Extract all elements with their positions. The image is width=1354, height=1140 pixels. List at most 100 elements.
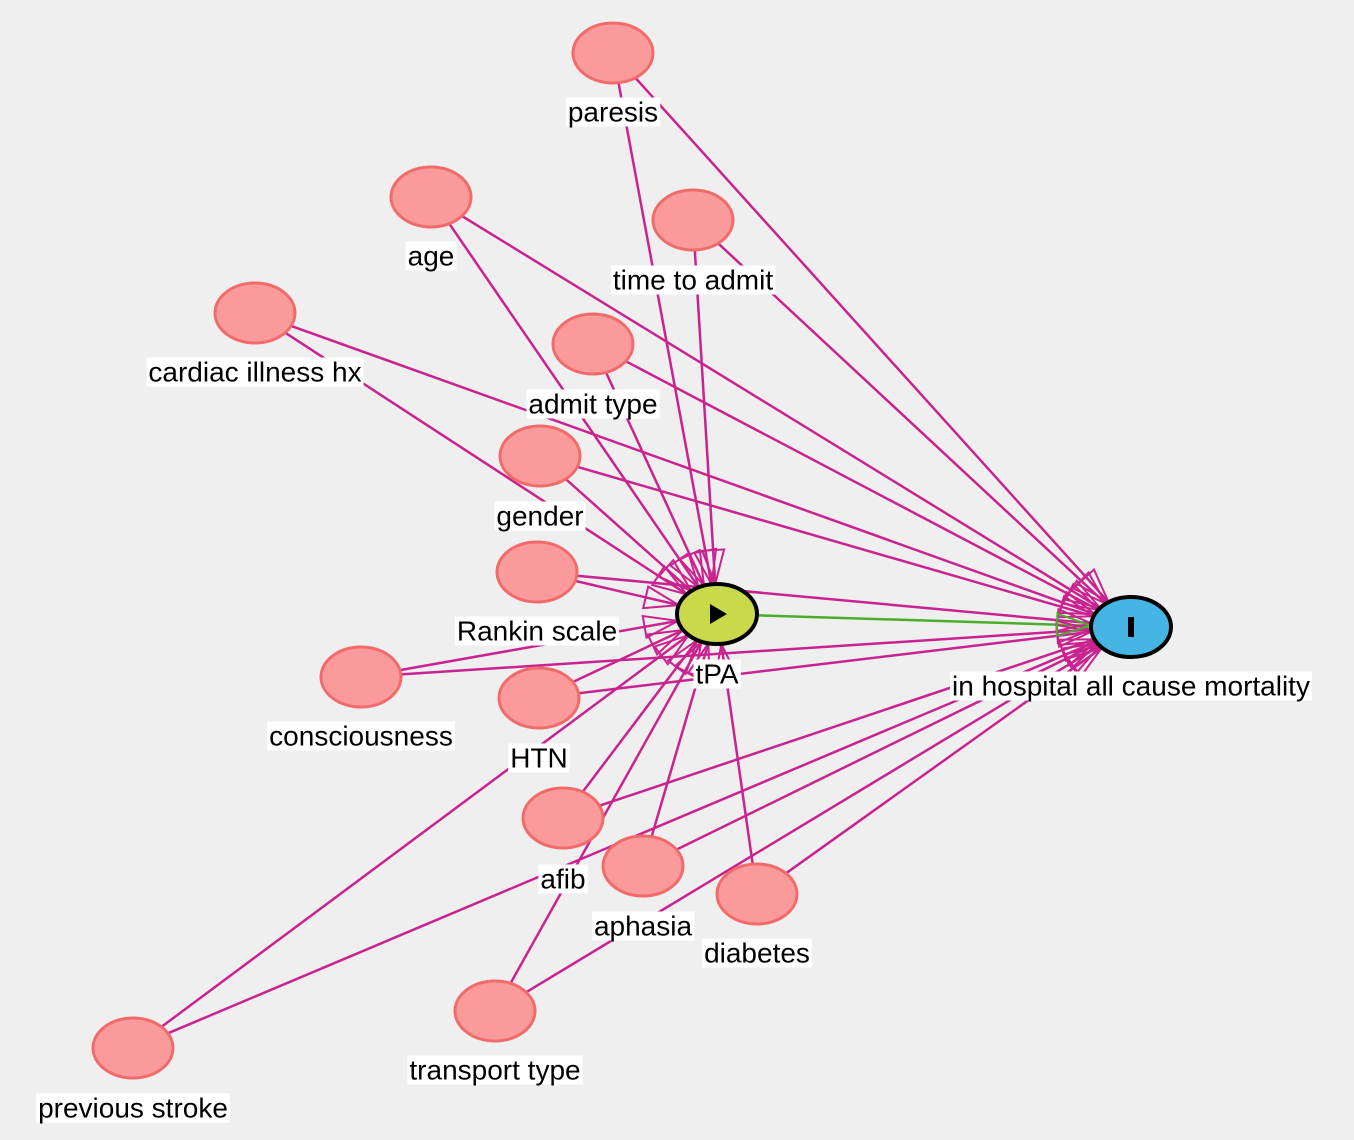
node-label-text: Rankin scale <box>457 616 617 647</box>
label-transport-type: transport type <box>407 1055 583 1086</box>
arrowhead-gender-to-tpa <box>656 558 694 594</box>
node-diabetes[interactable] <box>715 862 799 926</box>
node-admit-type[interactable] <box>551 312 635 376</box>
adjusted-node-ellipse[interactable] <box>497 666 581 730</box>
label-background <box>538 864 588 894</box>
label-background <box>494 501 586 531</box>
adjusted-node-ellipse[interactable] <box>571 21 655 85</box>
label-admit-type: admit type <box>526 389 660 420</box>
arrowhead-time_to_admit-to-mortality <box>1071 570 1109 606</box>
node-afib[interactable] <box>521 786 605 850</box>
node-label-text: gender <box>496 501 583 532</box>
edge-consciousness-to-mortality <box>400 628 1092 676</box>
edge-cardiac_illness_hx-to-mortality <box>290 324 1096 616</box>
edge-rankin_scale-to-mortality <box>576 574 1092 625</box>
node-time-to-admit[interactable] <box>651 188 735 252</box>
edge-gender-to-mortality <box>576 465 1095 618</box>
label-background <box>36 1093 230 1123</box>
node-label-text: age <box>408 241 455 272</box>
outcome-bar-icon <box>1128 617 1134 637</box>
arrowhead-time_to_admit-to-tpa <box>700 548 726 588</box>
node-htn[interactable] <box>497 666 581 730</box>
edge-admit_type-to-mortality <box>625 360 1099 611</box>
node-label-text: in hospital all cause mortality <box>952 671 1310 702</box>
node-transport-type[interactable] <box>453 979 537 1043</box>
edge-paresis-to-mortality <box>634 76 1110 604</box>
arrowhead-previous_stroke-to-mortality <box>1059 640 1100 667</box>
label-previous-stroke: previous stroke <box>36 1093 230 1124</box>
node-cardiac-illness-hx[interactable] <box>213 281 297 345</box>
node-label-text: time to admit <box>613 265 773 296</box>
node-label-text: cardiac illness hx <box>148 357 361 388</box>
labels-layer: paresis age time to admit cardiac illness h… <box>36 97 1312 1124</box>
node-label-text: afib <box>540 864 585 895</box>
label-background <box>693 659 741 689</box>
edge-time_to_admit-to-tpa <box>693 249 717 585</box>
arrowheads-layer <box>641 547 1111 681</box>
node-label-text: admit type <box>528 389 657 420</box>
arrowhead-paresis-to-mortality <box>1075 567 1111 605</box>
node-label-text: diabetes <box>704 938 810 969</box>
adjusted-node-ellipse[interactable] <box>91 1016 175 1080</box>
node-label-text: tPA <box>695 659 738 690</box>
edge-htn-to-tpa <box>572 628 684 684</box>
edge-afib-to-tpa <box>581 639 699 793</box>
label-background <box>146 357 364 387</box>
label-background <box>405 241 457 271</box>
adjusted-node-ellipse[interactable] <box>453 979 537 1043</box>
edge-tpa-to-mortality <box>756 614 1092 627</box>
node-rankin-scale[interactable] <box>495 540 579 604</box>
node-previous-stroke[interactable] <box>91 1016 175 1080</box>
adjusted-node-ellipse[interactable] <box>495 540 579 604</box>
node-aphasia[interactable] <box>601 834 685 898</box>
adjusted-node-ellipse[interactable] <box>389 165 473 229</box>
adjusted-node-ellipse[interactable] <box>521 786 605 850</box>
label-diabetes: diabetes <box>702 938 812 969</box>
label-rankin-scale: Rankin scale <box>454 616 620 647</box>
label-gender: gender <box>494 501 586 532</box>
adjusted-node-ellipse[interactable] <box>601 834 685 898</box>
label-background <box>407 1055 583 1085</box>
adjusted-node-ellipse[interactable] <box>715 862 799 926</box>
node-tpa[interactable] <box>675 582 759 646</box>
edge-previous_stroke-to-tpa <box>160 634 690 1028</box>
adjusted-node-ellipse[interactable] <box>651 188 735 252</box>
label-age: age <box>405 241 457 272</box>
label-background <box>508 743 570 773</box>
node-mortality[interactable] <box>1089 595 1173 659</box>
adjusted-node-ellipse[interactable] <box>551 312 635 376</box>
node-paresis[interactable] <box>571 21 655 85</box>
label-background <box>610 265 776 295</box>
label-mortality: in hospital all cause mortality <box>950 671 1312 702</box>
label-consciousness: consciousness <box>267 721 455 752</box>
node-label-text: previous stroke <box>38 1093 228 1124</box>
arrowhead-previous_stroke-to-tpa <box>653 633 692 666</box>
arrowhead-admit_type-to-tpa <box>678 548 706 589</box>
node-label-text: paresis <box>568 97 658 128</box>
label-background <box>267 721 455 751</box>
edge-time_to_admit-to-mortality <box>717 242 1107 605</box>
label-background <box>950 671 1312 701</box>
label-afib: afib <box>538 864 588 895</box>
node-consciousness[interactable] <box>319 645 403 709</box>
play-icon <box>710 604 727 624</box>
node-label-text: HTN <box>510 743 568 774</box>
label-background <box>592 911 695 941</box>
label-background <box>565 97 661 127</box>
label-aphasia: aphasia <box>592 911 695 942</box>
edge-gender-to-tpa <box>564 478 693 592</box>
edge-transport_type-to-tpa <box>509 641 703 984</box>
nodes-layer <box>91 21 1173 1080</box>
node-age[interactable] <box>389 165 473 229</box>
node-gender[interactable] <box>498 424 582 488</box>
arrowhead-tpa-to-mortality <box>1055 612 1095 638</box>
arrowhead-transport_type-to-tpa <box>673 638 704 679</box>
label-background <box>702 938 812 968</box>
adjusted-node-ellipse[interactable] <box>319 645 403 709</box>
label-cardiac-illness-hx: cardiac illness hx <box>146 357 364 388</box>
node-label-text: transport type <box>409 1055 580 1086</box>
label-background <box>454 616 620 646</box>
adjusted-node-ellipse[interactable] <box>213 281 297 345</box>
adjusted-node-ellipse[interactable] <box>498 424 582 488</box>
